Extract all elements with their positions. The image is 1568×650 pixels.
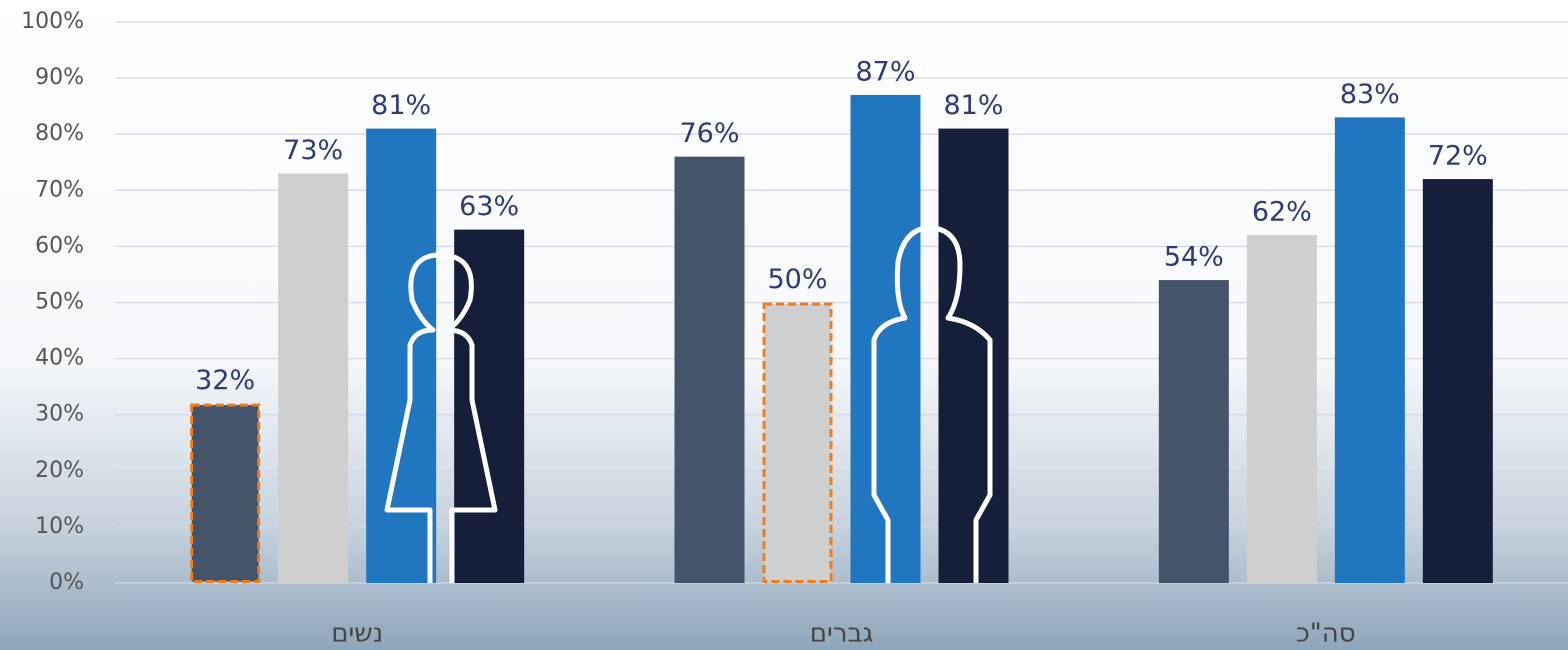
- y-tick-label: 0%: [49, 570, 84, 595]
- y-tick-label: 70%: [35, 177, 84, 202]
- bar: [454, 229, 525, 583]
- bars: [190, 94, 1493, 584]
- value-label: 73%: [283, 135, 343, 166]
- woman-icon: [384, 252, 498, 583]
- y-tick-label: 30%: [35, 402, 84, 427]
- x-tick-label: גברים: [810, 619, 874, 649]
- value-label: 50%: [767, 264, 827, 295]
- y-tick-label: 40%: [35, 346, 84, 371]
- x-tick-label: נשים: [331, 619, 383, 649]
- bar: [1158, 280, 1229, 583]
- bar: [1246, 235, 1317, 583]
- y-tick-label: 10%: [35, 514, 84, 539]
- man-icon: [871, 225, 993, 583]
- bar: [850, 94, 921, 584]
- value-label: 81%: [943, 90, 1003, 121]
- y-tick-label: 50%: [35, 290, 84, 315]
- value-label: 72%: [1428, 141, 1488, 172]
- y-tick-label: 60%: [35, 233, 84, 258]
- value-label: 81%: [371, 90, 431, 121]
- value-label: 63%: [459, 191, 519, 222]
- labels: 0% 10% 20% 30% 40% 50% 60% 70% 80% 90% 100% נשים 32%…: [21, 9, 1488, 649]
- value-label: 54%: [1164, 242, 1224, 273]
- y-tick-label: 100%: [21, 9, 84, 34]
- y-tick-label: 90%: [35, 65, 84, 90]
- value-label: 83%: [1340, 79, 1400, 110]
- x-tick-label: סה"כ: [1296, 619, 1356, 649]
- bar: [762, 302, 833, 583]
- bar: [278, 173, 349, 583]
- value-label: 32%: [195, 365, 255, 396]
- bar: [1334, 117, 1405, 584]
- y-tick-label: 20%: [35, 458, 84, 483]
- y-tick-label: 80%: [35, 121, 84, 146]
- value-label: 76%: [679, 118, 739, 149]
- bar: [190, 403, 261, 584]
- grid: [115, 21, 1568, 584]
- icons: [384, 225, 993, 583]
- bar: [674, 156, 745, 583]
- bar: [366, 128, 437, 583]
- value-label: 87%: [855, 56, 915, 87]
- bar: [1422, 179, 1493, 583]
- bar: [938, 128, 1009, 583]
- value-label: 62%: [1252, 197, 1312, 228]
